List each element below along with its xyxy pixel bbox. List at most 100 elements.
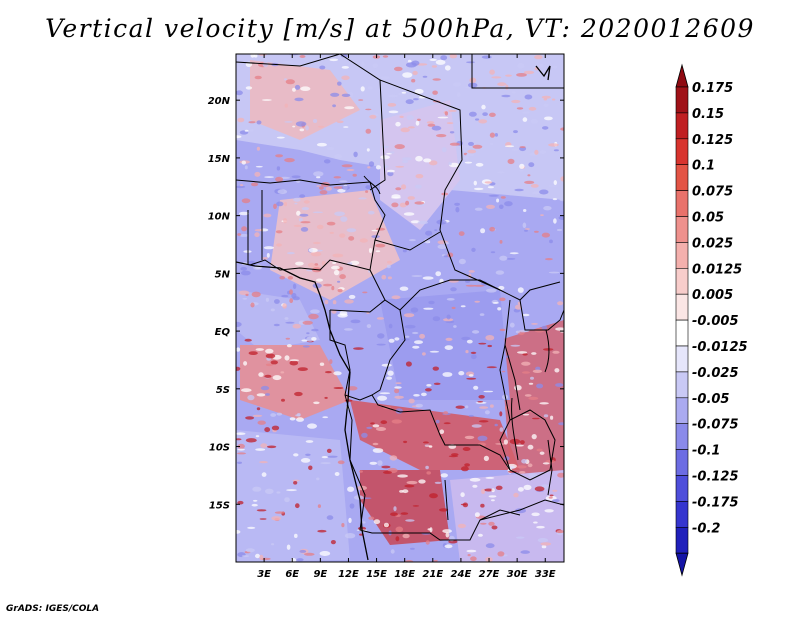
speckle <box>517 287 524 293</box>
speckle <box>317 504 321 508</box>
speckle <box>443 422 451 425</box>
colorbar-swatch <box>675 319 689 347</box>
speckle <box>428 300 435 305</box>
speckle <box>341 93 351 98</box>
speckle <box>425 388 432 392</box>
speckle <box>480 503 485 508</box>
speckle <box>295 121 307 127</box>
speckle <box>377 395 388 401</box>
speckle <box>240 266 248 271</box>
border-angola-namibia <box>344 394 521 541</box>
speckle <box>265 363 273 367</box>
speckle <box>548 143 559 147</box>
speckle <box>541 545 547 549</box>
speckle <box>341 164 353 168</box>
speckle <box>519 163 525 169</box>
speckle <box>460 503 467 506</box>
speckle <box>455 405 465 409</box>
speckle <box>255 553 260 559</box>
speckle <box>472 330 480 334</box>
speckle <box>445 532 450 538</box>
speckle <box>434 481 442 484</box>
speckle <box>241 198 251 204</box>
speckle <box>292 283 297 289</box>
speckle <box>509 252 519 255</box>
speckle <box>301 339 308 342</box>
speckle <box>539 63 544 68</box>
speckle <box>280 371 285 374</box>
lat-label: 20N <box>208 96 231 107</box>
colorbar-label: -0.1 <box>692 444 720 459</box>
speckle <box>276 491 281 494</box>
speckle <box>489 112 496 118</box>
speckle <box>296 210 301 216</box>
speckle <box>402 72 413 78</box>
speckle <box>237 500 244 505</box>
speckle <box>474 207 483 211</box>
colorbar-top-triangle <box>675 63 689 88</box>
speckle <box>387 171 394 177</box>
speckle <box>464 161 473 164</box>
speckle <box>426 121 435 124</box>
speckle <box>372 424 380 428</box>
speckle <box>543 206 552 211</box>
speckle <box>406 480 418 485</box>
speckle <box>304 552 315 556</box>
speckle <box>439 508 449 512</box>
speckle <box>451 453 459 457</box>
colorbar-label: 0.125 <box>692 133 733 148</box>
speckle <box>401 157 412 161</box>
speckle <box>429 493 438 499</box>
speckle <box>254 232 260 238</box>
speckle <box>453 325 457 328</box>
speckle <box>305 453 311 456</box>
colorbar-label: -0.005 <box>692 314 739 329</box>
speckle <box>444 544 453 549</box>
speckle <box>542 462 550 465</box>
speckle <box>236 90 243 96</box>
speckle <box>379 392 391 395</box>
speckle <box>552 65 558 69</box>
border-chad-car <box>374 231 441 251</box>
speckle <box>531 434 537 440</box>
speckle <box>312 241 321 245</box>
speckle <box>329 359 333 365</box>
speckle <box>491 525 498 530</box>
speckle <box>394 337 400 341</box>
speckle <box>462 447 471 451</box>
speckle <box>300 221 311 224</box>
speckle <box>329 231 334 234</box>
speckle <box>515 330 520 334</box>
speckle <box>391 419 402 424</box>
speckle <box>445 337 453 341</box>
speckle <box>394 386 402 389</box>
speckle <box>481 488 486 494</box>
speckle <box>415 184 422 189</box>
border-drc-east <box>499 299 511 421</box>
speckle <box>534 486 545 492</box>
speckle <box>375 427 387 431</box>
speckle <box>458 371 465 376</box>
speckle <box>316 142 327 147</box>
speckle <box>499 411 503 417</box>
colorbar-swatch <box>675 371 689 399</box>
speckle <box>522 111 530 114</box>
field-mixed-southeast <box>450 470 564 562</box>
speckle <box>316 278 323 282</box>
speckle <box>402 249 407 253</box>
speckle <box>294 202 298 205</box>
speckle <box>250 302 255 308</box>
speckle <box>466 153 475 157</box>
speckle <box>353 347 364 350</box>
speckle <box>497 307 502 311</box>
speckle <box>536 448 543 452</box>
speckle <box>236 432 246 435</box>
lon-label: 27E <box>479 569 500 580</box>
speckle <box>341 75 350 81</box>
speckle <box>313 401 320 405</box>
speckle <box>488 495 497 498</box>
colorbar-label: 0.15 <box>692 107 724 122</box>
speckle <box>511 148 519 151</box>
speckle <box>391 202 399 208</box>
speckle <box>299 213 309 217</box>
